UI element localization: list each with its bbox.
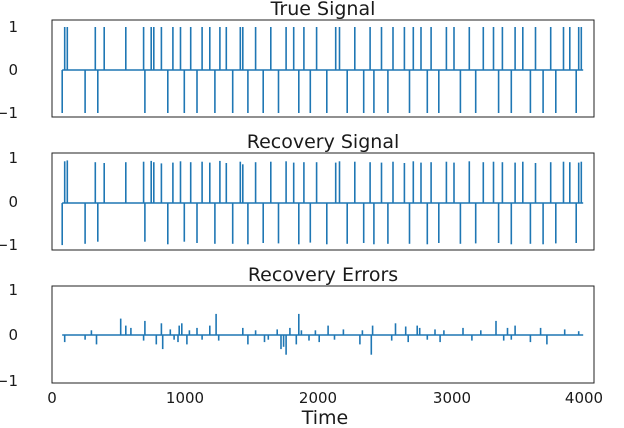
xtick-label: 2000 [299, 389, 337, 407]
ytick-label: 1 [8, 18, 18, 36]
ytick-label: 0 [8, 326, 18, 344]
x-axis-label: Time [301, 407, 349, 428]
xtick-label: 3000 [433, 389, 471, 407]
signal-spikes [61, 160, 583, 246]
ytick-label: −1 [0, 236, 18, 254]
ytick-label: 0 [8, 61, 18, 79]
xtick-label: 4000 [565, 389, 603, 407]
panel-true-signal: True Signal 1 0 −1 [0, 0, 595, 122]
ytick-label: 1 [8, 281, 18, 299]
error-spikes [63, 313, 580, 355]
axes-frame [51, 285, 595, 384]
ytick-label: −1 [0, 104, 18, 122]
panel-title: True Signal [270, 0, 376, 20]
panel-title: Recovery Signal [247, 131, 400, 153]
axes-frame [51, 19, 595, 118]
xtick-label: 1000 [166, 389, 204, 407]
axes-frame [51, 152, 595, 251]
ytick-label: 1 [8, 149, 18, 167]
ytick-label: −1 [0, 372, 18, 390]
panel-title: Recovery Errors [248, 264, 398, 286]
panel-recovery-errors: Recovery Errors 1 0 −1 0 1000 2000 3000 … [0, 264, 603, 428]
panel-recovery-signal: Recovery Signal 1 0 −1 [0, 131, 595, 254]
ytick-label: 0 [8, 193, 18, 211]
xtick-label: 0 [47, 389, 57, 407]
signal-spikes [61, 27, 583, 113]
